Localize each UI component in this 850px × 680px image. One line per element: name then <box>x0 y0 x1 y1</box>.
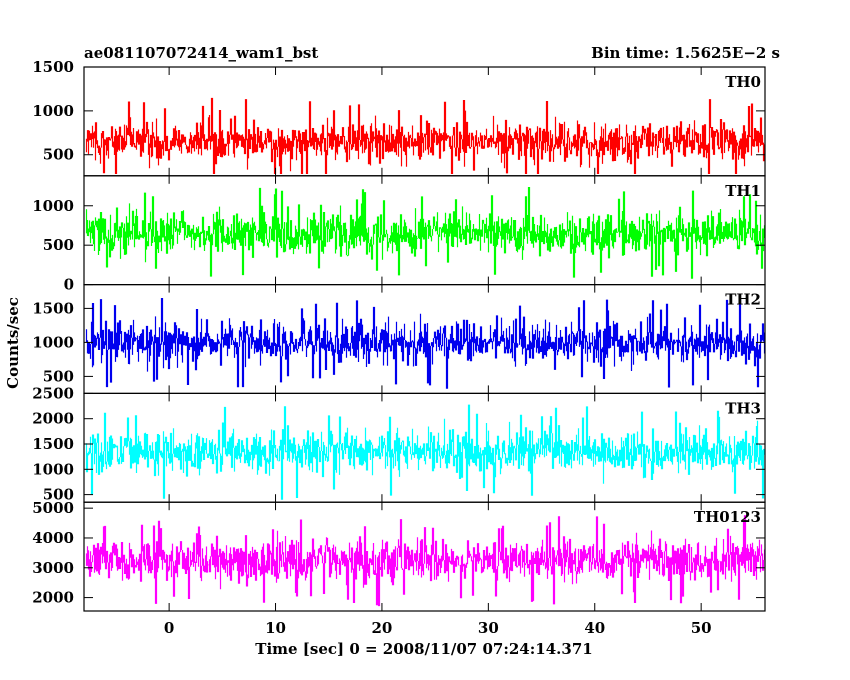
panel-name-label: TH0123 <box>694 508 761 526</box>
x-tick-label: 30 <box>478 619 499 637</box>
y-tick-label: 0 <box>64 276 74 294</box>
series-th0 <box>85 97 765 174</box>
x-axis: 0 10 20 30 40 50 <box>164 619 712 637</box>
x-tick-label: 0 <box>164 619 174 637</box>
chart-title: ae081107072414_wam1_bst <box>84 44 318 62</box>
panel-name-label: TH1 <box>725 182 761 200</box>
y-tick-label: 1500 <box>32 299 74 317</box>
bin-time-label: Bin time: 1.5625E−2 s <box>591 44 780 62</box>
panel-frame <box>83 66 766 177</box>
y-tick-label: 3000 <box>32 559 74 577</box>
y-axis-label: Counts/sec <box>4 297 22 389</box>
x-tick-label: 40 <box>584 619 605 637</box>
panel-name-label: TH0 <box>725 73 761 91</box>
y-tick-label: 500 <box>43 146 74 164</box>
y-tick-label: 1000 <box>32 102 74 120</box>
y-tick-label: 2000 <box>32 589 74 607</box>
y-tick-label: 4000 <box>32 529 74 547</box>
panel-th3: 500 1000 1500 2000 2500 TH3 <box>32 384 766 504</box>
y-tick-label: 500 <box>43 486 74 504</box>
panel-name-label: TH3 <box>725 399 761 417</box>
panel-th2: 500 1000 1500 TH2 <box>32 284 766 395</box>
y-tick-label: 1000 <box>32 460 74 478</box>
series-th1 <box>85 187 765 279</box>
y-tick-label: 1000 <box>32 333 74 351</box>
y-tick-label: 1500 <box>32 435 74 453</box>
panel-th0: 500 1000 1500 TH0 <box>32 58 766 177</box>
x-tick-label: 10 <box>265 619 286 637</box>
y-tick-label: 2000 <box>32 410 74 428</box>
y-tick-label: 1500 <box>32 58 74 76</box>
y-tick-label: 2500 <box>32 384 74 402</box>
y-tick-label: 1000 <box>32 197 74 215</box>
series-th2 <box>85 298 765 389</box>
panel-th1: 0 500 1000 TH1 <box>32 175 766 294</box>
series-th0123 <box>85 515 765 607</box>
x-tick-label: 50 <box>691 619 712 637</box>
panel-name-label: TH2 <box>725 291 761 309</box>
x-axis-label: Time [sec] 0 = 2008/11/07 07:24:14.371 <box>255 640 592 658</box>
y-tick-label: 500 <box>43 367 74 385</box>
panel-frame <box>83 501 766 612</box>
panel-th0123: 2000 3000 4000 5000 TH0123 <box>32 499 766 612</box>
x-tick-label: 20 <box>372 619 393 637</box>
y-tick-label: 5000 <box>32 499 74 517</box>
series-th3 <box>85 404 765 500</box>
y-tick-label: 500 <box>43 236 74 254</box>
